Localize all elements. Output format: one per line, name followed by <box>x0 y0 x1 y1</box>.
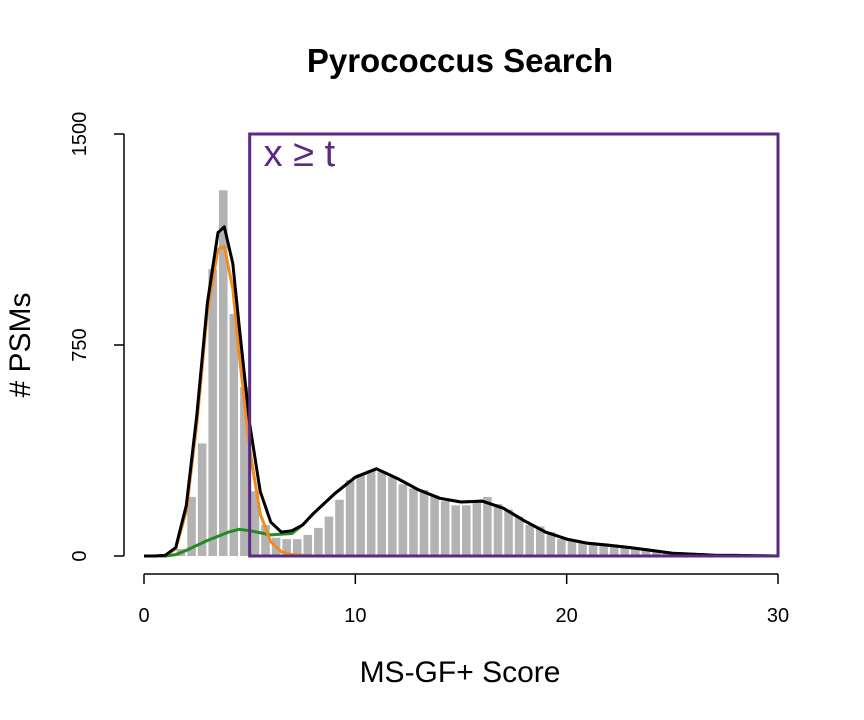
histogram-bar-31 <box>472 502 482 556</box>
histogram-bar-35 <box>514 516 524 556</box>
histogram-bar-4 <box>187 496 196 556</box>
histogram-bar-18 <box>335 499 344 556</box>
y-tick-label-1: 750 <box>69 328 91 361</box>
histogram-bar-27 <box>430 495 439 556</box>
histogram-bar-33 <box>493 503 503 556</box>
density-curve-1 <box>144 245 778 558</box>
histogram-bar-39 <box>557 539 566 556</box>
histogram-bar-28 <box>440 501 450 556</box>
histogram-bar-6 <box>208 269 217 556</box>
histogram-bar-10 <box>250 491 260 556</box>
histogram-bar-47 <box>641 550 651 556</box>
x-tick-label-3: 30 <box>767 605 789 627</box>
x-axis-label: MS-GF+ Score <box>360 656 561 689</box>
x-tick-label-1: 10 <box>344 605 366 627</box>
histogram-bar-16 <box>314 527 323 556</box>
histogram-bar-43 <box>599 543 608 556</box>
histogram-bar-19 <box>345 480 355 556</box>
histogram-bar-25 <box>409 488 418 556</box>
histogram-bar-44 <box>609 546 619 556</box>
histogram-bar-38 <box>546 532 556 556</box>
histogram-bar-7 <box>218 190 228 556</box>
y-tick-label-0: 0 <box>69 550 91 561</box>
histogram-bar-34 <box>504 509 513 556</box>
histogram-bar-13 <box>282 539 291 556</box>
histogram-bar-30 <box>462 505 471 556</box>
y-tick-label-2: 1500 <box>69 112 91 157</box>
x-axis: 0 10 20 30 <box>138 573 789 627</box>
histogram-bar-15 <box>303 534 313 556</box>
histogram-bar-23 <box>388 477 397 556</box>
threshold-region <box>248 132 780 558</box>
histogram-bar-22 <box>377 471 387 556</box>
histogram-bar-9 <box>240 387 249 556</box>
histogram-bar-37 <box>535 526 545 556</box>
histogram-bar-48 <box>652 551 661 556</box>
histogram-bar-17 <box>324 516 334 556</box>
density-curve-0 <box>144 225 779 558</box>
density-curves <box>144 225 779 558</box>
histogram-bar-5 <box>197 443 207 556</box>
histogram-bar-24 <box>398 484 408 556</box>
x-tick-label-0: 0 <box>138 605 149 627</box>
chart-title: Pyrococcus Search <box>307 42 613 79</box>
histogram-bar-29 <box>451 505 460 556</box>
histogram-bar-45 <box>620 547 630 556</box>
histogram-bar-32 <box>483 496 492 556</box>
histogram-bars <box>166 190 725 556</box>
histogram-bar-36 <box>525 525 534 556</box>
y-axis: 0 750 1500 <box>69 112 125 562</box>
histogram-bar-42 <box>588 543 598 556</box>
histogram-bar-46 <box>631 548 640 556</box>
histogram-bar-41 <box>578 541 587 556</box>
histogram-bar-26 <box>419 489 429 556</box>
y-axis-label: # PSMs <box>4 292 37 397</box>
histogram-bar-21 <box>366 470 376 556</box>
density-curve-2 <box>144 467 779 558</box>
histogram-bar-14 <box>292 539 302 556</box>
threshold-annotation: x ≥ t <box>264 133 336 175</box>
histogram-bar-20 <box>356 474 365 556</box>
histogram-bar-8 <box>229 314 239 556</box>
x-tick-label-2: 20 <box>556 605 578 627</box>
histogram-bar-11 <box>261 525 270 556</box>
histogram-bar-40 <box>567 540 577 556</box>
